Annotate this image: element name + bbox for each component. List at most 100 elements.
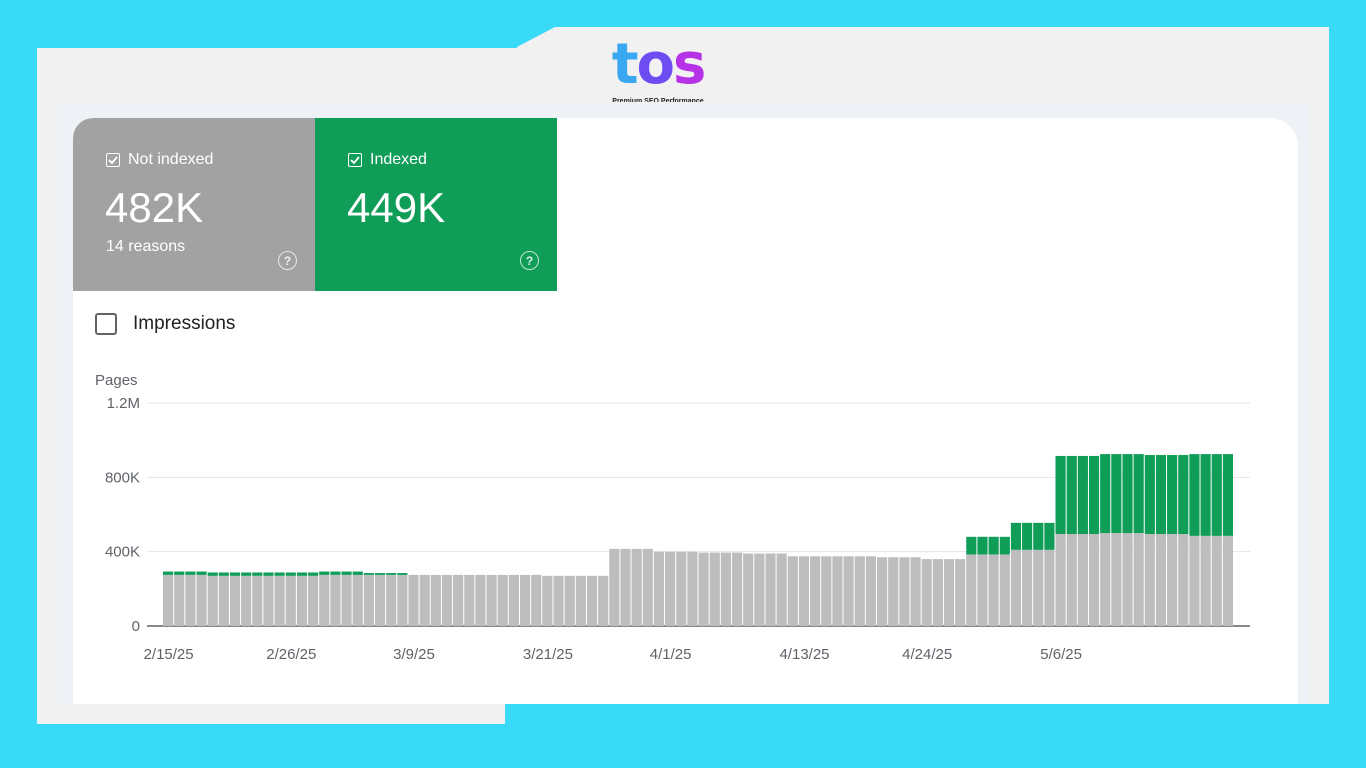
bar-not-indexed[interactable] — [1088, 534, 1100, 626]
bar-not-indexed[interactable] — [1178, 534, 1189, 626]
bar-not-indexed[interactable] — [709, 552, 720, 626]
bar-not-indexed[interactable] — [464, 574, 475, 626]
bar-indexed[interactable] — [263, 572, 274, 576]
bar-not-indexed[interactable] — [1222, 535, 1233, 626]
bar-not-indexed[interactable] — [453, 574, 464, 626]
bar-not-indexed[interactable] — [575, 575, 586, 626]
bar-not-indexed[interactable] — [665, 551, 676, 626]
bar-not-indexed[interactable] — [1189, 535, 1200, 626]
bar-indexed[interactable] — [252, 572, 263, 576]
bar-indexed[interactable] — [1222, 454, 1233, 536]
bar-indexed[interactable] — [341, 571, 352, 575]
bar-indexed[interactable] — [285, 572, 296, 576]
bar-not-indexed[interactable] — [1066, 534, 1077, 626]
not-indexed-tile[interactable]: Not indexed 482K 14 reasons ? — [73, 118, 315, 291]
bar-not-indexed[interactable] — [821, 556, 832, 626]
bar-not-indexed[interactable] — [586, 575, 598, 626]
bar-not-indexed[interactable] — [1111, 533, 1122, 626]
bar-not-indexed[interactable] — [185, 574, 196, 626]
bar-not-indexed[interactable] — [274, 575, 285, 626]
bar-not-indexed[interactable] — [163, 574, 174, 626]
checkbox-checked-icon[interactable] — [348, 153, 362, 167]
bar-not-indexed[interactable] — [832, 556, 843, 626]
bar-not-indexed[interactable] — [341, 574, 352, 626]
impressions-checkbox[interactable] — [95, 313, 117, 335]
bar-indexed[interactable] — [397, 573, 408, 575]
bar-not-indexed[interactable] — [932, 559, 943, 626]
indexed-tile[interactable]: Indexed 449K ? — [315, 118, 557, 291]
bar-not-indexed[interactable] — [888, 557, 899, 626]
bar-indexed[interactable] — [274, 572, 285, 576]
bar-not-indexed[interactable] — [475, 574, 486, 626]
bar-not-indexed[interactable] — [653, 551, 665, 626]
bar-not-indexed[interactable] — [810, 556, 821, 626]
bar-not-indexed[interactable] — [408, 574, 419, 626]
bar-indexed[interactable] — [241, 572, 252, 576]
bar-indexed[interactable] — [1144, 455, 1155, 535]
bar-indexed[interactable] — [1155, 455, 1167, 535]
bar-indexed[interactable] — [1055, 455, 1066, 535]
bar-not-indexed[interactable] — [308, 575, 319, 626]
bar-not-indexed[interactable] — [854, 556, 865, 626]
bar-indexed[interactable] — [352, 571, 363, 575]
bar-indexed[interactable] — [988, 536, 999, 555]
bar-not-indexed[interactable] — [430, 574, 441, 626]
bar-indexed[interactable] — [1211, 454, 1222, 536]
bar-indexed[interactable] — [977, 536, 988, 555]
bar-not-indexed[interactable] — [609, 548, 620, 626]
bar-not-indexed[interactable] — [776, 553, 787, 626]
bar-not-indexed[interactable] — [374, 574, 386, 626]
bar-not-indexed[interactable] — [698, 552, 709, 626]
bar-indexed[interactable] — [218, 572, 229, 576]
bar-indexed[interactable] — [319, 571, 330, 575]
bar-not-indexed[interactable] — [1100, 533, 1111, 626]
help-icon[interactable]: ? — [278, 251, 297, 270]
bar-indexed[interactable] — [386, 573, 397, 575]
bar-not-indexed[interactable] — [486, 574, 497, 626]
bar-not-indexed[interactable] — [1077, 534, 1088, 626]
bar-not-indexed[interactable] — [999, 554, 1010, 626]
bar-indexed[interactable] — [1033, 522, 1044, 550]
bar-not-indexed[interactable] — [531, 574, 542, 626]
bar-indexed[interactable] — [1189, 454, 1200, 536]
bar-indexed[interactable] — [1178, 455, 1189, 535]
bar-indexed[interactable] — [1200, 454, 1211, 536]
bar-not-indexed[interactable] — [955, 559, 966, 626]
bar-not-indexed[interactable] — [508, 574, 519, 626]
bar-not-indexed[interactable] — [497, 574, 508, 626]
bar-not-indexed[interactable] — [1144, 534, 1155, 626]
bar-not-indexed[interactable] — [174, 574, 185, 626]
bar-not-indexed[interactable] — [966, 554, 977, 626]
bar-not-indexed[interactable] — [352, 574, 363, 626]
bar-indexed[interactable] — [330, 571, 341, 575]
bar-indexed[interactable] — [174, 571, 185, 575]
bar-not-indexed[interactable] — [241, 575, 252, 626]
bar-not-indexed[interactable] — [330, 574, 341, 626]
bar-not-indexed[interactable] — [263, 575, 274, 626]
bar-not-indexed[interactable] — [1133, 533, 1144, 626]
help-icon[interactable]: ? — [520, 251, 539, 270]
bar-not-indexed[interactable] — [642, 548, 653, 626]
bar-not-indexed[interactable] — [1033, 549, 1044, 626]
bar-not-indexed[interactable] — [229, 575, 241, 626]
bar-not-indexed[interactable] — [865, 556, 876, 626]
bar-not-indexed[interactable] — [252, 575, 263, 626]
bar-not-indexed[interactable] — [977, 554, 988, 626]
bar-not-indexed[interactable] — [988, 554, 999, 626]
bar-indexed[interactable] — [207, 572, 218, 576]
bar-not-indexed[interactable] — [296, 575, 308, 626]
bar-not-indexed[interactable] — [620, 548, 631, 626]
bar-not-indexed[interactable] — [787, 556, 798, 626]
bar-indexed[interactable] — [1044, 522, 1055, 550]
bar-not-indexed[interactable] — [564, 575, 575, 626]
bar-not-indexed[interactable] — [843, 556, 854, 626]
bar-not-indexed[interactable] — [319, 574, 330, 626]
checkbox-checked-icon[interactable] — [106, 153, 120, 167]
bar-indexed[interactable] — [185, 571, 196, 575]
bar-not-indexed[interactable] — [687, 551, 698, 626]
bar-not-indexed[interactable] — [520, 574, 531, 626]
bar-not-indexed[interactable] — [207, 575, 218, 626]
bar-indexed[interactable] — [308, 572, 319, 576]
bar-not-indexed[interactable] — [754, 553, 765, 626]
bar-indexed[interactable] — [1111, 454, 1122, 534]
